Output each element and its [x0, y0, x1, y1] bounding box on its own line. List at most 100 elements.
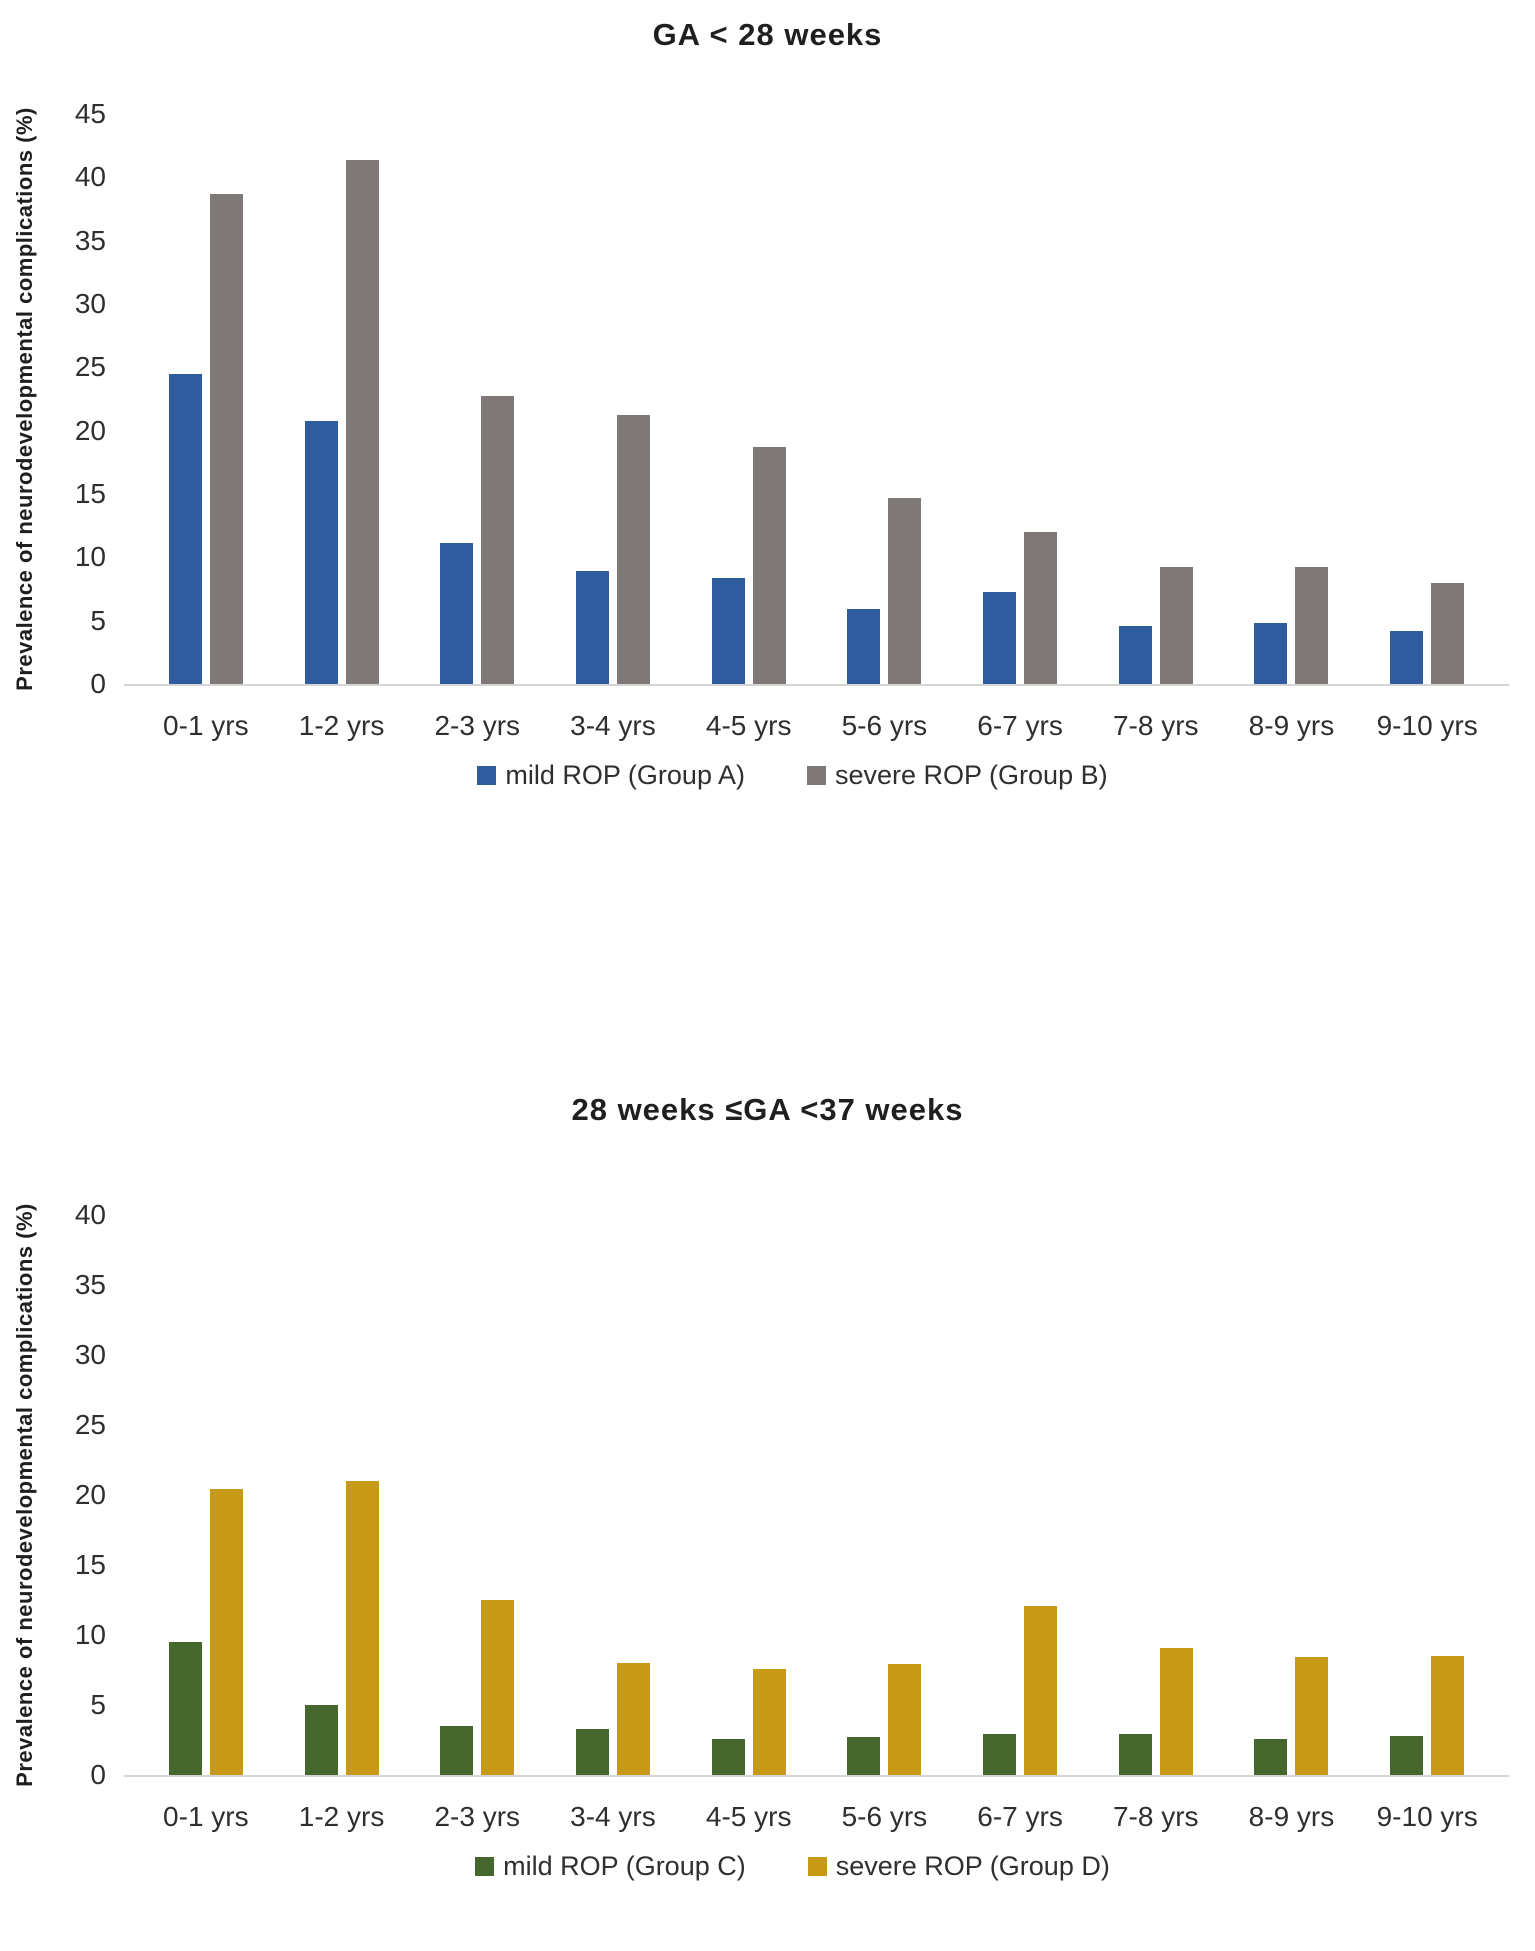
bar-mild-rop [1118, 1734, 1152, 1775]
y-axis-title: Prevalence of neurodevelopmental complic… [12, 107, 37, 691]
bar-severe-rop [481, 1600, 515, 1775]
legend-item: severe ROP (Group D) [807, 1851, 1110, 1882]
bar-group: 1-2 yrs [274, 114, 410, 741]
category-label: 7-8 yrs [1112, 1801, 1199, 1832]
chart-panel-ga-under-28: GA < 28 weeks Prevalence of neurodevelop… [0, 0, 1535, 791]
bar-group: 7-8 yrs [1088, 1215, 1224, 1832]
bar-mild-rop [575, 571, 609, 684]
bar-mild-rop [847, 1737, 881, 1775]
chart-body: Prevalence of neurodevelopmental complic… [0, 1201, 1535, 1882]
y-tick-label: 15 [74, 1549, 106, 1580]
bar-severe-rop [1431, 582, 1465, 684]
bar-group: 8-9 yrs [1224, 1215, 1360, 1832]
bar-mild-rop [168, 373, 202, 684]
y-tick-label: 40 [74, 1199, 106, 1230]
bar-mild-rop [1254, 623, 1288, 684]
bar-severe-rop [1431, 1656, 1465, 1775]
bar-mild-rop [711, 1738, 745, 1775]
bar-mild-rop [1254, 1738, 1288, 1775]
y-tick-label: 45 [74, 98, 106, 129]
y-tick-label: 40 [74, 161, 106, 193]
bar-severe-rop [1159, 567, 1193, 684]
bar-severe-rop [1159, 1647, 1193, 1775]
category-label: 2-3 yrs [434, 710, 521, 741]
y-axis: 45 40 35 30 25 20 15 10 5 0 [50, 100, 124, 698]
bar-mild-rop [440, 1726, 474, 1775]
category-label: 5-6 yrs [841, 710, 928, 741]
category-label: 4-5 yrs [705, 1801, 792, 1832]
legend-item: mild ROP (Group A) [477, 760, 745, 791]
chart-main: 40 35 30 25 20 15 10 5 0 0-1 yrs 1-2 yrs 2-3 yrs 3-… [50, 1201, 1535, 1882]
plot-row: 40 35 30 25 20 15 10 5 0 0-1 yrs 1-2 yrs 2-3 yrs 3-… [50, 1201, 1535, 1832]
y-tick-label: 20 [74, 414, 106, 446]
category-label: 1-2 yrs [298, 710, 385, 741]
y-tick-label: 25 [74, 351, 106, 383]
y-tick-label: 30 [74, 288, 106, 319]
y-tick-label: 35 [74, 224, 106, 256]
bar-group: 4-5 yrs [681, 114, 817, 741]
category-label: 1-2 yrs [298, 1801, 385, 1832]
bar-mild-rop [847, 609, 881, 684]
y-tick-label: 10 [74, 541, 106, 573]
bar-severe-rop [209, 193, 243, 684]
bar-group: 6-7 yrs [952, 114, 1088, 741]
bar-severe-rop [345, 159, 379, 684]
bar-mild-rop [711, 577, 745, 684]
chart-panel-ga-28-to-37: 28 weeks ≤GA <37 weeks Prevalence of neu… [0, 1089, 1535, 1882]
bar-mild-rop [983, 591, 1017, 684]
category-label: 6-7 yrs [977, 710, 1063, 741]
legend-item: severe ROP (Group B) [806, 760, 1108, 791]
bar-mild-rop [983, 1734, 1017, 1775]
plot-row: 45 40 35 30 25 20 15 10 5 0 0-1 yrs 1-2 yrs 2-3 yrs… [50, 100, 1535, 741]
legend-swatch [806, 766, 826, 785]
y-axis: 40 35 30 25 20 15 10 5 0 [50, 1201, 124, 1789]
legend: mild ROP (Group C) severe ROP (Group D) [50, 1851, 1535, 1882]
bar-group: 3-4 yrs [545, 1215, 681, 1832]
y-tick-label: 15 [74, 478, 106, 509]
category-label: 8-9 yrs [1248, 710, 1335, 741]
chart-title: 28 weeks ≤GA <37 weeks [571, 1092, 964, 1127]
bar-group: 6-7 yrs [952, 1215, 1088, 1832]
bar-mild-rop [304, 420, 338, 684]
bar-severe-rop [209, 1489, 243, 1775]
bar-severe-rop [888, 497, 922, 684]
category-label: 5-6 yrs [841, 1801, 928, 1832]
category-label: 2-3 yrs [434, 1801, 521, 1832]
category-label: 3-4 yrs [570, 710, 656, 741]
plot-area: 0-1 yrs 1-2 yrs 2-3 yrs 3-4 yrs 4-5 yrs 5-6 y… [124, 114, 1509, 741]
bar-severe-rop [1295, 567, 1329, 684]
y-axis-title: Prevalence of neurodevelopmental complic… [12, 1203, 37, 1787]
bar-mild-rop [304, 1705, 338, 1775]
legend-label: severe ROP (Group D) [835, 1851, 1110, 1881]
legend-swatch [475, 1857, 495, 1876]
bar-group: 2-3 yrs [409, 1215, 545, 1832]
bar-group: 2-3 yrs [409, 114, 545, 741]
category-label: 0-1 yrs [163, 710, 249, 741]
plot-area: 0-1 yrs 1-2 yrs 2-3 yrs 3-4 yrs 4-5 yrs 5-6 y… [124, 1215, 1509, 1832]
y-tick-label: 35 [74, 1269, 106, 1300]
legend-swatch [477, 766, 497, 785]
y-tick-label: 0 [90, 1759, 106, 1790]
bar-group: 3-4 yrs [545, 114, 681, 741]
bar-group: 1-2 yrs [274, 1215, 410, 1832]
bar-severe-rop [1024, 1605, 1058, 1775]
bar-group: 8-9 yrs [1224, 114, 1360, 741]
bar-mild-rop [575, 1728, 609, 1775]
bar-severe-rop [752, 1668, 786, 1775]
category-label: 6-7 yrs [977, 1801, 1063, 1832]
category-label: 4-5 yrs [705, 710, 792, 741]
bar-group: 7-8 yrs [1088, 114, 1224, 741]
bar-mild-rop [1118, 625, 1152, 684]
legend: mild ROP (Group A) severe ROP (Group B) [50, 760, 1535, 791]
chart-main: 45 40 35 30 25 20 15 10 5 0 0-1 yrs 1-2 yrs 2-3 yrs… [50, 100, 1535, 791]
chart-title: GA < 28 weeks [652, 17, 883, 52]
bar-severe-rop [888, 1664, 922, 1775]
bar-group: 9-10 yrs [1359, 114, 1495, 741]
bar-severe-rop [616, 1663, 650, 1775]
bar-severe-rop [616, 415, 650, 684]
legend-label: mild ROP (Group A) [505, 760, 745, 790]
legend-label: mild ROP (Group C) [503, 1851, 746, 1881]
bar-group: 5-6 yrs [817, 1215, 953, 1832]
legend-label: severe ROP (Group B) [834, 760, 1108, 790]
category-label: 9-10 yrs [1376, 1801, 1478, 1832]
